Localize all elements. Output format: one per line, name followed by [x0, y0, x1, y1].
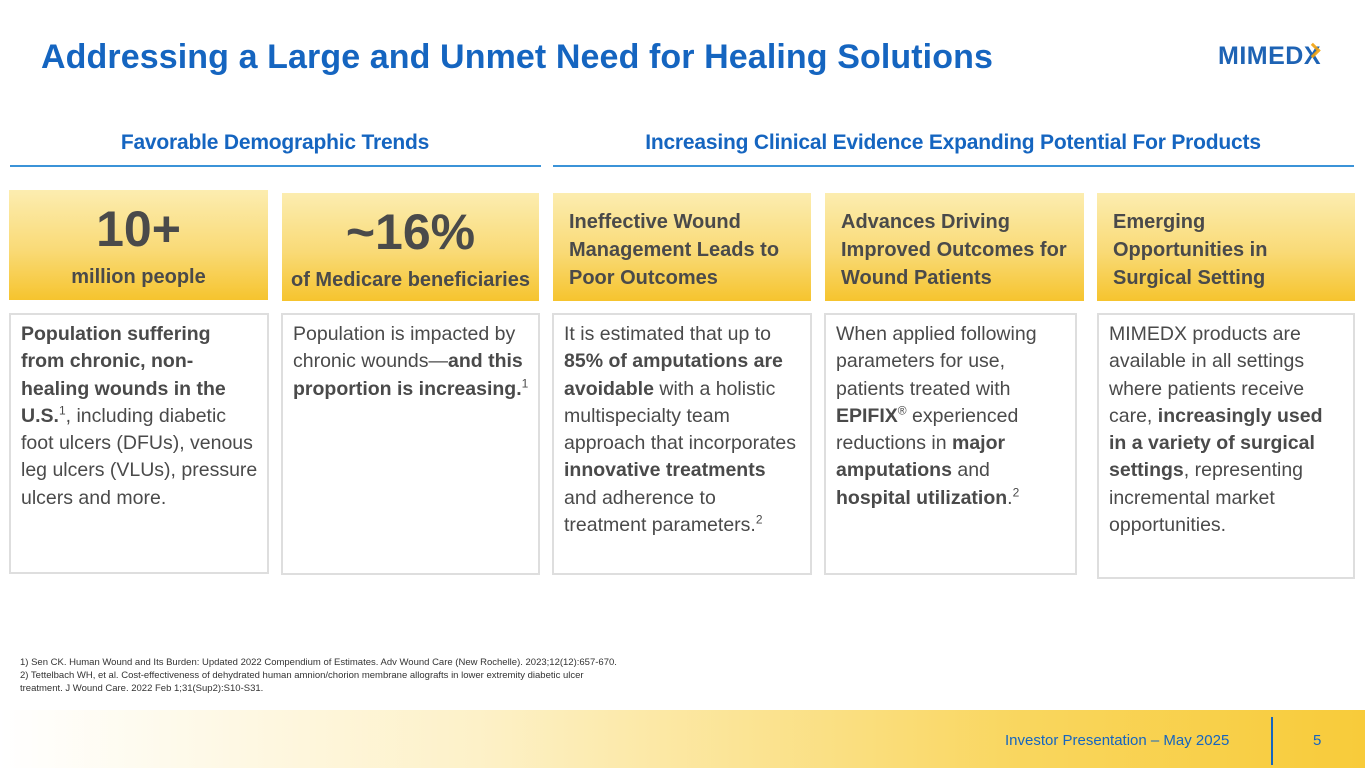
page-number: 5: [1313, 732, 1322, 749]
card-body-text: When applied following parameters for us…: [836, 321, 1067, 512]
body-text: , representing incremental market opport…: [1109, 459, 1304, 537]
logo-x-mark: X: [1303, 42, 1322, 70]
body-text: experienced reductions in: [836, 404, 1019, 455]
heading-band-wound-management: Ineffective Wound Management Leads to Po…: [553, 193, 811, 301]
card-body-text: Population is impacted by chronic wounds…: [293, 321, 530, 403]
body-text: .: [1007, 486, 1013, 509]
emphasis-text: hospital utilization: [836, 486, 1008, 509]
stat-label: million people: [71, 266, 206, 288]
emphasis-text: and this proportion is increasing.: [293, 350, 523, 400]
body-text: Population is impacted by chronic wounds…: [293, 323, 516, 373]
body-text: When applied following parameters for us…: [836, 323, 1037, 400]
slide-title: Addressing a Large and Unmet Need for He…: [41, 38, 993, 76]
card-medicare: Population is impacted by chronic wounds…: [281, 313, 540, 575]
band-heading: Emerging Opportunities in Surgical Setti…: [1113, 211, 1268, 289]
footer-presentation-label: Investor Presentation – May 2025: [1005, 732, 1230, 749]
superscript-ref: 2: [755, 512, 763, 527]
emphasis-text: 85% of amputations are avoidable: [564, 350, 783, 400]
footer-bar: [0, 710, 1365, 768]
section-heading-demographic: Favorable Demographic Trends: [120, 131, 430, 154]
body-text: and: [951, 459, 990, 482]
card-population: Population suffering from chronic, non-h…: [9, 313, 269, 574]
band-heading: Advances Driving Improved Outcomes for W…: [841, 211, 1067, 289]
band-heading: Ineffective Wound Management Leads to Po…: [569, 211, 780, 289]
superscript-ref: 1: [58, 403, 66, 418]
mimedx-logo: MIMEDX: [1218, 42, 1321, 71]
stat-value: ~16%: [345, 204, 476, 260]
card-advances: When applied following parameters for us…: [824, 313, 1077, 575]
emphasis-text: innovative treatments: [564, 459, 766, 482]
section-heading-clinical: Increasing Clinical Evidence Expanding P…: [645, 131, 1261, 154]
stat-label: of Medicare beneficiaries: [291, 269, 530, 291]
emphasis-text: major amputations: [836, 432, 1006, 482]
body-text: with a holistic multispecialty team appr…: [564, 377, 796, 455]
logo-main-text: MIMED: [1218, 42, 1304, 70]
body-text: and adherence to treatment parameters.: [564, 486, 756, 537]
superscript-ref: 1: [521, 376, 529, 391]
footnote-2: 2) Tettelbach WH, et al. Cost-effectiven…: [20, 670, 584, 681]
section-divider-right: [553, 165, 1354, 167]
footnote-1: 1) Sen CK. Human Wound and Its Burden: U…: [20, 657, 617, 668]
body-text: It is estimated that up to: [564, 323, 772, 345]
stat-band-population: 10+ million people: [9, 190, 268, 300]
body-text: , including diabetic foot ulcers (DFUs),…: [21, 404, 258, 509]
card-surgical: MIMEDX products are available in all set…: [1097, 313, 1355, 579]
body-text: MIMEDX products are available in all set…: [1109, 323, 1305, 427]
emphasis-text: Population suffering from chronic, non-h…: [21, 323, 226, 427]
heading-band-surgical: Emerging Opportunities in Surgical Setti…: [1097, 193, 1355, 301]
emphasis-text: increasingly used in a variety of surgic…: [1109, 404, 1323, 482]
card-body-text: Population suffering from chronic, non-h…: [21, 321, 259, 512]
stat-value: 10+: [96, 201, 181, 257]
emphasis-text: EPIFIX: [836, 404, 898, 427]
superscript-ref: 2: [1012, 485, 1020, 500]
footnote-2-continued: treatment. J Wound Care. 2022 Feb 1;31(S…: [20, 683, 264, 694]
superscript-ref: ®: [897, 403, 907, 418]
stat-band-medicare: ~16% of Medicare beneficiaries: [282, 193, 539, 301]
footnotes: 1) Sen CK. Human Wound and Its Burden: U…: [20, 656, 617, 695]
card-body-text: MIMEDX products are available in all set…: [1109, 321, 1345, 539]
heading-band-advances: Advances Driving Improved Outcomes for W…: [825, 193, 1084, 301]
card-body-text: It is estimated that up to 85% of amputa…: [564, 321, 802, 539]
section-divider-left: [10, 165, 541, 167]
footer-divider: [1271, 717, 1273, 765]
card-wound-management: It is estimated that up to 85% of amputa…: [552, 313, 812, 575]
